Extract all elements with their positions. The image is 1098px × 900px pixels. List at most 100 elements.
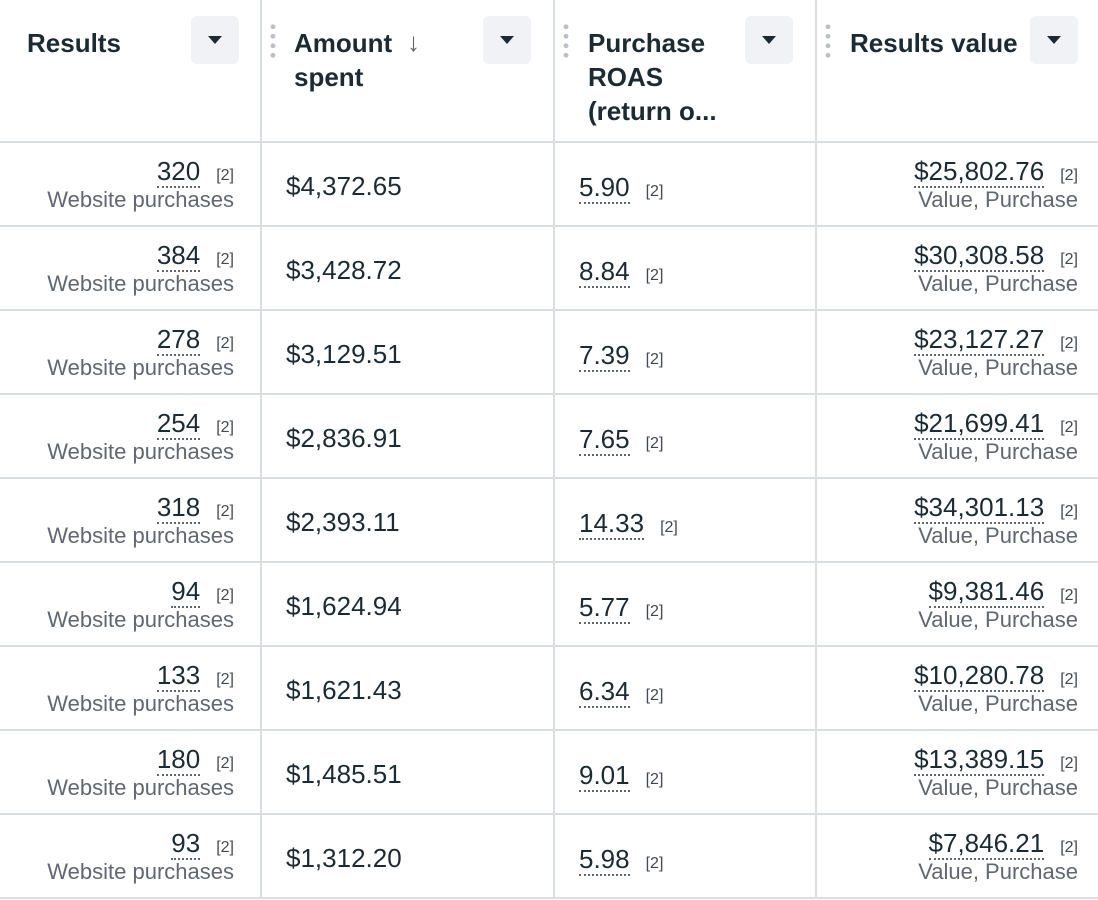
results-value-link[interactable]: $9,381.46	[928, 576, 1045, 608]
table-row[interactable]: 320 [2] Website purchases $4,372.65 5.90 […	[0, 143, 1098, 227]
column-header-results[interactable]: Results	[0, 0, 262, 141]
table-row[interactable]: 180 [2] Website purchases $1,485.51 9.01 […	[0, 731, 1098, 815]
table-row[interactable]: 278 [2] Website purchases $3,129.51 7.39 […	[0, 311, 1098, 395]
purchase-roas-cell: 9.01 [2]	[555, 731, 817, 813]
reference-mark: [2]	[645, 687, 664, 704]
reference-mark: [2]	[1060, 167, 1078, 184]
caret-down-icon	[1047, 36, 1061, 44]
results-value-link[interactable]: $10,280.78	[914, 660, 1045, 692]
amount-spent-value: $1,624.94	[286, 591, 402, 621]
caret-down-icon	[500, 36, 514, 44]
reference-mark: [2]	[1060, 839, 1078, 856]
results-column-dropdown-button[interactable]	[191, 16, 239, 64]
purchase-roas-value-link[interactable]: 5.77	[579, 592, 630, 624]
results-cell: 278 [2] Website purchases	[0, 311, 262, 393]
results-count-link[interactable]: 318	[156, 492, 201, 524]
results-cell: 93 [2] Website purchases	[0, 815, 262, 897]
results-value-link[interactable]: $30,308.58	[914, 240, 1045, 272]
purchase-roas-cell: 6.34 [2]	[555, 647, 817, 729]
purchase-roas-value-link[interactable]: 5.98	[579, 844, 630, 876]
results-cell: 180 [2] Website purchases	[0, 731, 262, 813]
amount-spent-cell: $1,485.51	[262, 731, 555, 813]
reference-mark: [2]	[645, 603, 664, 620]
table-row[interactable]: 318 [2] Website purchases $2,393.11 14.33…	[0, 479, 1098, 563]
purchase-roas-cell: 8.84 [2]	[555, 227, 817, 309]
results-count-link[interactable]: 94	[171, 576, 201, 608]
results-count-link[interactable]: 254	[156, 408, 201, 440]
results-count-link[interactable]: 133	[156, 660, 201, 692]
column-drag-handle-icon[interactable]	[563, 22, 569, 60]
reference-mark: [2]	[660, 519, 678, 536]
results-count-link[interactable]: 320	[156, 156, 201, 188]
amount-spent-cell: $3,129.51	[262, 311, 555, 393]
results-value-type-label: Value, Purchase	[918, 775, 1078, 800]
results-value-link[interactable]: $23,127.27	[914, 324, 1045, 356]
column-header-amount-spent[interactable]: Amount spent ↓	[262, 0, 555, 141]
table-row[interactable]: 254 [2] Website purchases $2,836.91 7.65 […	[0, 395, 1098, 479]
results-count-link[interactable]: 180	[156, 744, 201, 776]
reference-mark: [2]	[645, 183, 664, 200]
results-cell: 254 [2] Website purchases	[0, 395, 262, 477]
purchase-roas-value-link[interactable]: 7.39	[579, 340, 630, 372]
table-row[interactable]: 133 [2] Website purchases $1,621.43 6.34 […	[0, 647, 1098, 731]
results-value-cell: $7,846.21 [2] Value, Purchase	[817, 815, 1098, 897]
results-count-link[interactable]: 384	[156, 240, 201, 272]
reference-mark: [2]	[216, 587, 234, 604]
purchase-roas-value-link[interactable]: 9.01	[579, 760, 630, 792]
results-value-cell: $25,802.76 [2] Value, Purchase	[817, 143, 1098, 225]
amount-spent-cell: $1,621.43	[262, 647, 555, 729]
amount-spent-cell: $2,393.11	[262, 479, 555, 561]
column-drag-handle-icon[interactable]	[825, 22, 831, 60]
results-type-label: Website purchases	[47, 523, 234, 548]
table-row[interactable]: 93 [2] Website purchases $1,312.20 5.98 [2…	[0, 815, 1098, 899]
reference-mark: [2]	[1060, 755, 1078, 772]
purchase-roas-column-dropdown-button[interactable]	[745, 16, 793, 64]
column-header-results-value[interactable]: Results value	[817, 0, 1098, 141]
table-row[interactable]: 384 [2] Website purchases $3,428.72 8.84 […	[0, 227, 1098, 311]
table-row[interactable]: 94 [2] Website purchases $1,624.94 5.77 [2…	[0, 563, 1098, 647]
amount-spent-value: $2,393.11	[286, 507, 400, 537]
purchase-roas-cell: 14.33 [2]	[555, 479, 817, 561]
amount-spent-value: $4,372.65	[286, 171, 402, 201]
sort-descending-icon[interactable]: ↓	[407, 27, 420, 57]
results-cell: 133 [2] Website purchases	[0, 647, 262, 729]
results-value-link[interactable]: $21,699.41	[914, 408, 1045, 440]
amount-spent-column-dropdown-button[interactable]	[483, 16, 531, 64]
purchase-roas-value-link[interactable]: 8.84	[579, 256, 630, 288]
purchase-roas-cell: 5.77 [2]	[555, 563, 817, 645]
results-value-link[interactable]: $34,301.13	[914, 492, 1045, 524]
column-drag-handle-icon[interactable]	[270, 22, 276, 60]
results-value-column-dropdown-button[interactable]	[1030, 16, 1078, 64]
amount-spent-cell: $4,372.65	[262, 143, 555, 225]
reference-mark: [2]	[645, 435, 664, 452]
purchase-roas-value-link[interactable]: 14.33	[579, 508, 645, 540]
column-title-results-value: Results value	[850, 28, 1018, 58]
purchase-roas-value-link[interactable]: 5.90	[579, 172, 630, 204]
results-value-link[interactable]: $13,389.15	[914, 744, 1045, 776]
results-value-type-label: Value, Purchase	[918, 523, 1078, 548]
column-title-results: Results	[27, 28, 121, 58]
purchase-roas-cell: 7.39 [2]	[555, 311, 817, 393]
amount-spent-value: $1,312.20	[286, 843, 402, 873]
reference-mark: [2]	[216, 503, 234, 520]
results-value-cell: $13,389.15 [2] Value, Purchase	[817, 731, 1098, 813]
results-type-label: Website purchases	[47, 439, 234, 464]
table-header: Results Amount spent ↓ Purchase ROAS (re…	[0, 0, 1098, 143]
results-count-link[interactable]: 278	[156, 324, 201, 356]
purchase-roas-value-link[interactable]: 6.34	[579, 676, 630, 708]
table-body: 320 [2] Website purchases $4,372.65 5.90 […	[0, 143, 1098, 899]
results-value-link[interactable]: $25,802.76	[914, 156, 1045, 188]
results-value-type-label: Value, Purchase	[918, 439, 1078, 464]
results-value-type-label: Value, Purchase	[918, 355, 1078, 380]
results-value-link[interactable]: $7,846.21	[928, 828, 1045, 860]
results-count-link[interactable]: 93	[171, 828, 201, 860]
reference-mark: [2]	[1060, 419, 1078, 436]
purchase-roas-value-link[interactable]: 7.65	[579, 424, 630, 456]
results-value-type-label: Value, Purchase	[918, 187, 1078, 212]
results-cell: 94 [2] Website purchases	[0, 563, 262, 645]
reference-mark: [2]	[1060, 587, 1078, 604]
results-type-label: Website purchases	[47, 775, 234, 800]
column-header-purchase-roas[interactable]: Purchase ROAS (return o...	[555, 0, 817, 141]
reference-mark: [2]	[216, 839, 234, 856]
